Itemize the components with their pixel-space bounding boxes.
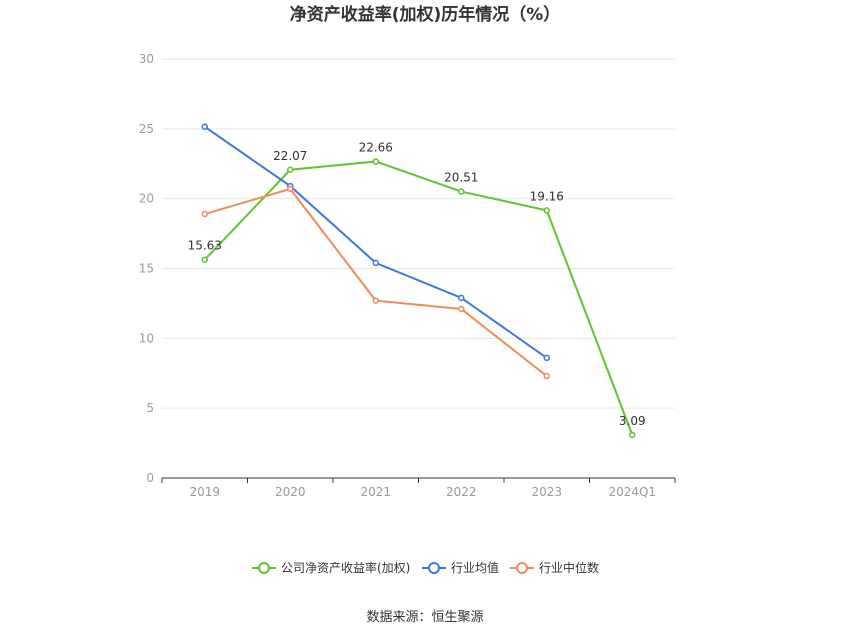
data-point: [372, 158, 379, 165]
data-label: 15.63: [188, 239, 222, 253]
data-point: [543, 354, 550, 362]
chart-title: 净资产收益率(加权)历年情况（%）: [290, 4, 561, 25]
data-point: [458, 294, 465, 302]
x-tick-label: 2020: [275, 485, 306, 499]
legend-swatch-marker: [428, 562, 440, 574]
data-point: [543, 372, 550, 380]
y-tick-label: 10: [139, 331, 154, 345]
data-point: [287, 166, 294, 174]
data-point: [543, 207, 550, 214]
x-tick-label: 2024Q1: [608, 485, 656, 499]
y-tick-label: 20: [139, 192, 154, 206]
data-point: [201, 210, 208, 218]
legend-swatch-marker: [258, 562, 270, 574]
data-point: [287, 185, 294, 193]
x-tick-label: 2023: [531, 485, 562, 499]
data-label: 22.07: [273, 149, 307, 163]
data-point: [372, 259, 379, 267]
y-tick-label: 5: [146, 401, 154, 415]
data-label: 19.16: [530, 189, 564, 203]
data-point: [458, 188, 465, 195]
legend-item: 行业均值: [422, 560, 499, 575]
data-point: [201, 256, 208, 263]
source-note: 数据来源：恒生聚源: [366, 610, 483, 625]
data-point: [201, 123, 208, 130]
data-point: [458, 305, 465, 313]
y-tick-label: 30: [139, 52, 154, 66]
x-tick-label: 2019: [189, 485, 220, 499]
data-point: [372, 297, 379, 304]
data-label: 22.66: [359, 141, 393, 155]
grid: [162, 58, 675, 409]
legend: 公司净资产收益率(加权) 行业均值 行业中位数: [252, 560, 599, 575]
x-tick-label: 2022: [446, 485, 477, 499]
legend-item: 公司净资产收益率(加权): [252, 560, 410, 575]
data-label: 20.51: [444, 171, 478, 185]
x-tick-label: 2021: [360, 485, 391, 499]
y-tick-label: 25: [139, 122, 154, 136]
legend-label: 行业中位数: [539, 560, 599, 575]
data-label: 3.09: [619, 414, 646, 428]
y-tick-label: 0: [146, 471, 154, 485]
y-tick-label: 15: [139, 262, 154, 276]
axes: 0 5 10 15 20 25 30 2019 2020 2021 2022 2023 2024Q1: [139, 52, 676, 499]
data-point: [629, 431, 636, 439]
legend-label: 行业均值: [451, 560, 499, 575]
legend-label: 公司净资产收益率(加权): [281, 560, 410, 575]
series-line: [204, 187, 548, 377]
legend-item: 行业中位数: [510, 560, 599, 575]
series-line: [204, 160, 634, 436]
legend-swatch-marker: [516, 562, 528, 574]
series-layer: 15.63 22.07 22.66 20.51 19.16 3.09: [188, 123, 646, 439]
